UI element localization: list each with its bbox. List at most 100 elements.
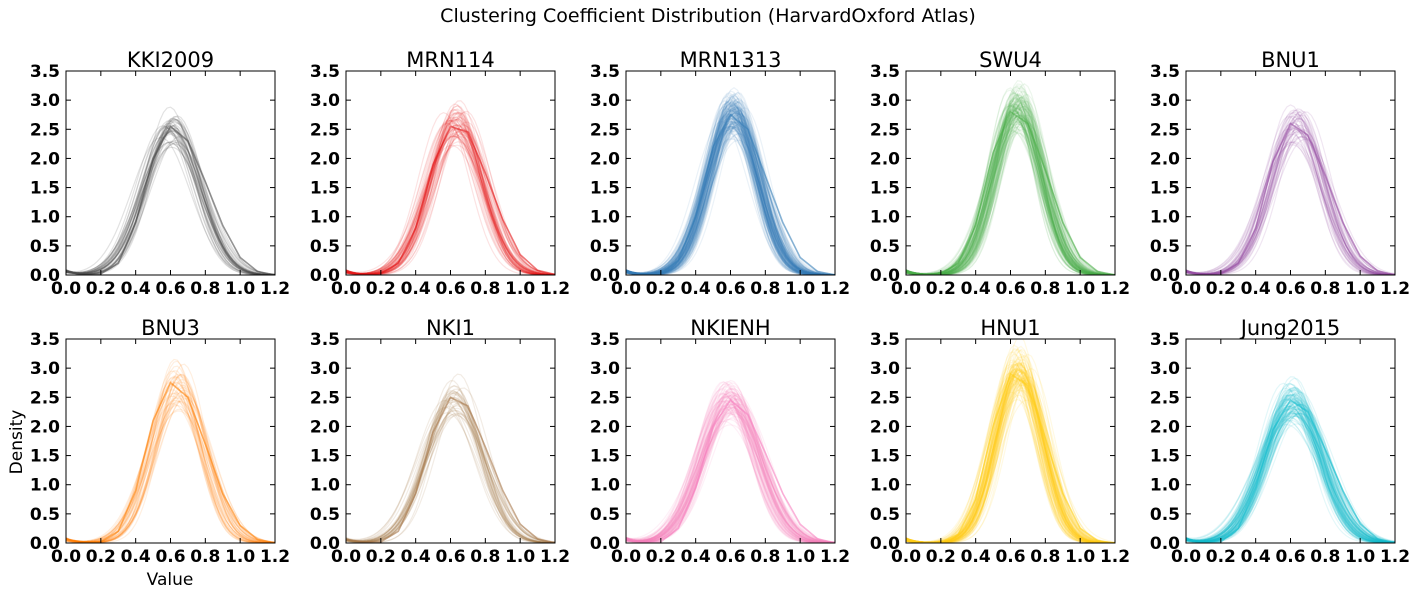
density-curve: [626, 400, 835, 543]
y-tick-label: 2.5: [1150, 120, 1180, 140]
density-curve: [346, 135, 555, 275]
x-tick-label: 0.6: [715, 279, 745, 299]
x-tick-label: 0.8: [190, 279, 220, 299]
x-tick-label: 0.2: [1206, 279, 1236, 299]
y-tick-label: 1.0: [590, 476, 620, 496]
y-tick-label: 0.0: [870, 534, 900, 554]
x-tick-label: 0.4: [121, 547, 151, 567]
y-tick-label: 0.5: [590, 505, 620, 525]
density-curve: [1186, 408, 1395, 543]
density-curve: [626, 424, 835, 543]
density-curve: [346, 128, 555, 275]
density-curve: [66, 389, 275, 543]
y-tick-label: 2.5: [30, 120, 60, 140]
density-curve: [66, 136, 275, 275]
density-curve: [626, 117, 835, 275]
density-curve: [346, 133, 555, 275]
y-tick-label: 0.5: [870, 237, 900, 257]
density-curve: [1186, 122, 1395, 275]
density-curve: [1186, 411, 1395, 543]
density-curve: [346, 135, 555, 275]
density-curve: [1186, 415, 1395, 543]
density-curve: [626, 126, 835, 275]
density-curve: [626, 393, 835, 543]
y-tick-label: 3.5: [30, 330, 60, 350]
x-tick-label: 0.2: [646, 279, 676, 299]
density-curve: [1186, 133, 1395, 275]
density-curve: [1186, 398, 1395, 543]
panel-title: NKI1: [426, 316, 475, 340]
panel-title: KKI2009: [127, 48, 214, 72]
density-curves: [1186, 376, 1395, 543]
density-curve: [626, 397, 835, 543]
density-curve: [626, 409, 835, 543]
density-curve: [626, 125, 835, 275]
density-curve: [906, 123, 1115, 275]
x-tick-label: 0.6: [435, 547, 465, 567]
density-curve: [626, 413, 835, 543]
density-curve: [626, 123, 835, 275]
density-curve: [1186, 394, 1395, 543]
density-curve: [906, 131, 1115, 275]
x-tick-label: 1.2: [1100, 547, 1130, 567]
density-curve: [626, 113, 835, 275]
density-curve: [626, 126, 835, 275]
density-curve: [906, 130, 1115, 275]
density-curve: [346, 399, 555, 543]
density-curve: [66, 130, 275, 275]
y-tick-label: 3.5: [30, 62, 60, 82]
density-curve: [626, 401, 835, 543]
panel-title: SWU4: [979, 48, 1042, 72]
density-curve: [1186, 405, 1395, 543]
density-curve: [1186, 144, 1395, 275]
y-tick-label: 1.0: [30, 476, 60, 496]
density-curve: [346, 398, 555, 543]
density-curve: [66, 131, 275, 275]
x-tick-label: 0.0: [1171, 279, 1201, 299]
density-curve: [1186, 405, 1395, 543]
x-tick-label: 0.0: [51, 547, 81, 567]
density-curve: [626, 408, 835, 543]
density-curve: [1186, 129, 1395, 275]
density-curve: [1186, 130, 1395, 275]
density-curve: [1186, 410, 1395, 543]
density-curve: [1186, 412, 1395, 543]
x-tick-label: 0.8: [1030, 279, 1060, 299]
y-tick-label: 1.0: [1150, 476, 1180, 496]
density-curve: [626, 126, 835, 275]
density-curve: [626, 400, 835, 543]
density-curve: [346, 127, 555, 275]
x-tick-label: 0.6: [435, 279, 465, 299]
density-curve: [906, 120, 1115, 275]
x-tick-label: 0.0: [331, 547, 361, 567]
density-curve: [66, 122, 275, 275]
density-curve: [1186, 396, 1395, 543]
y-tick-label: 2.0: [590, 417, 620, 437]
density-curve: [346, 131, 555, 275]
density-curve: [346, 406, 555, 543]
density-curve: [626, 394, 835, 543]
density-curve: [906, 128, 1115, 275]
density-curve: [1186, 401, 1395, 543]
x-tick-label: 0.2: [86, 279, 116, 299]
density-curve: [626, 403, 835, 543]
density-curve: [626, 413, 835, 543]
density-curve: [66, 389, 275, 543]
x-tick-label: 1.0: [505, 279, 535, 299]
density-curve: [906, 129, 1115, 275]
density-curve: [66, 141, 275, 275]
y-tick-label: 3.0: [30, 359, 60, 379]
density-curve: [626, 392, 835, 543]
y-tick-label: 0.5: [1150, 505, 1180, 525]
density-curve: [346, 406, 555, 543]
figure-suptitle: Clustering Coefficient Distribution (Har…: [440, 5, 976, 27]
x-tick-label: 1.0: [225, 279, 255, 299]
density-curve: [626, 418, 835, 543]
density-curve: [1186, 415, 1395, 543]
panel-title: Jung2015: [1239, 316, 1341, 340]
axes-frame: [1185, 70, 1396, 276]
x-tick-label: 0.2: [86, 547, 116, 567]
density-curve: [1186, 404, 1395, 543]
